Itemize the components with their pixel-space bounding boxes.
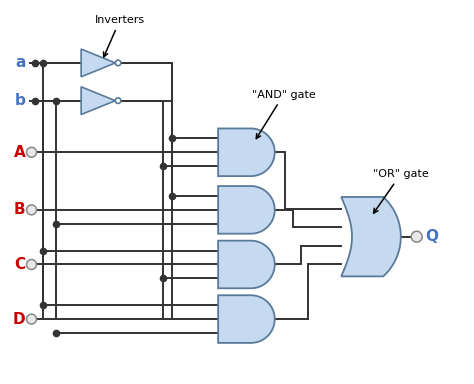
Polygon shape <box>81 87 115 114</box>
Polygon shape <box>341 197 401 276</box>
Text: B: B <box>14 202 26 217</box>
Circle shape <box>27 205 36 215</box>
Text: C: C <box>14 257 26 272</box>
Text: D: D <box>13 311 26 326</box>
Text: Q: Q <box>426 229 438 244</box>
Text: b: b <box>15 93 26 108</box>
Circle shape <box>411 231 422 242</box>
Text: A: A <box>14 145 26 160</box>
Circle shape <box>115 60 121 66</box>
Circle shape <box>115 98 121 103</box>
Polygon shape <box>218 129 275 176</box>
Text: a: a <box>15 55 26 70</box>
Circle shape <box>27 314 36 324</box>
Text: "OR" gate: "OR" gate <box>373 169 428 213</box>
Text: Inverters: Inverters <box>95 15 145 57</box>
Polygon shape <box>218 295 275 343</box>
Text: "AND" gate: "AND" gate <box>252 90 316 139</box>
Circle shape <box>27 147 36 157</box>
Circle shape <box>27 260 36 270</box>
Polygon shape <box>81 49 115 77</box>
Polygon shape <box>218 241 275 288</box>
Polygon shape <box>218 186 275 234</box>
